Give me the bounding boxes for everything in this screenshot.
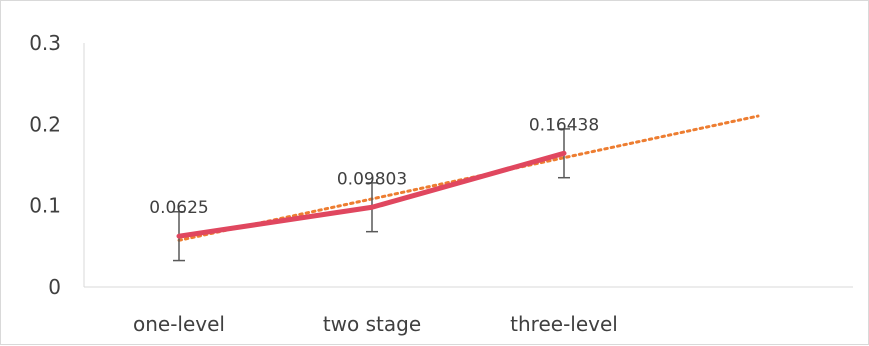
data-labels: 0.0625 0.09803 0.16438	[149, 115, 599, 218]
data-label: 0.16438	[529, 115, 599, 135]
data-point	[563, 152, 565, 155]
y-tick-label: 0	[48, 275, 61, 299]
y-tick-label: 0.3	[29, 31, 61, 55]
series-layer	[176, 150, 567, 239]
data-point	[371, 206, 373, 209]
data-point	[178, 235, 180, 238]
y-tick-label: 0.2	[29, 112, 61, 136]
x-tick-label: two stage	[323, 312, 421, 336]
error-bars	[173, 128, 570, 262]
data-label: 0.09803	[337, 169, 407, 189]
x-tick-label: three-level	[510, 312, 618, 336]
data-label: 0.0625	[149, 198, 208, 218]
axes: 0 0.1 0.2 0.3 one-level two stage three-level	[29, 31, 853, 336]
y-tick-label: 0.1	[29, 194, 61, 218]
x-tick-label: one-level	[133, 312, 225, 336]
